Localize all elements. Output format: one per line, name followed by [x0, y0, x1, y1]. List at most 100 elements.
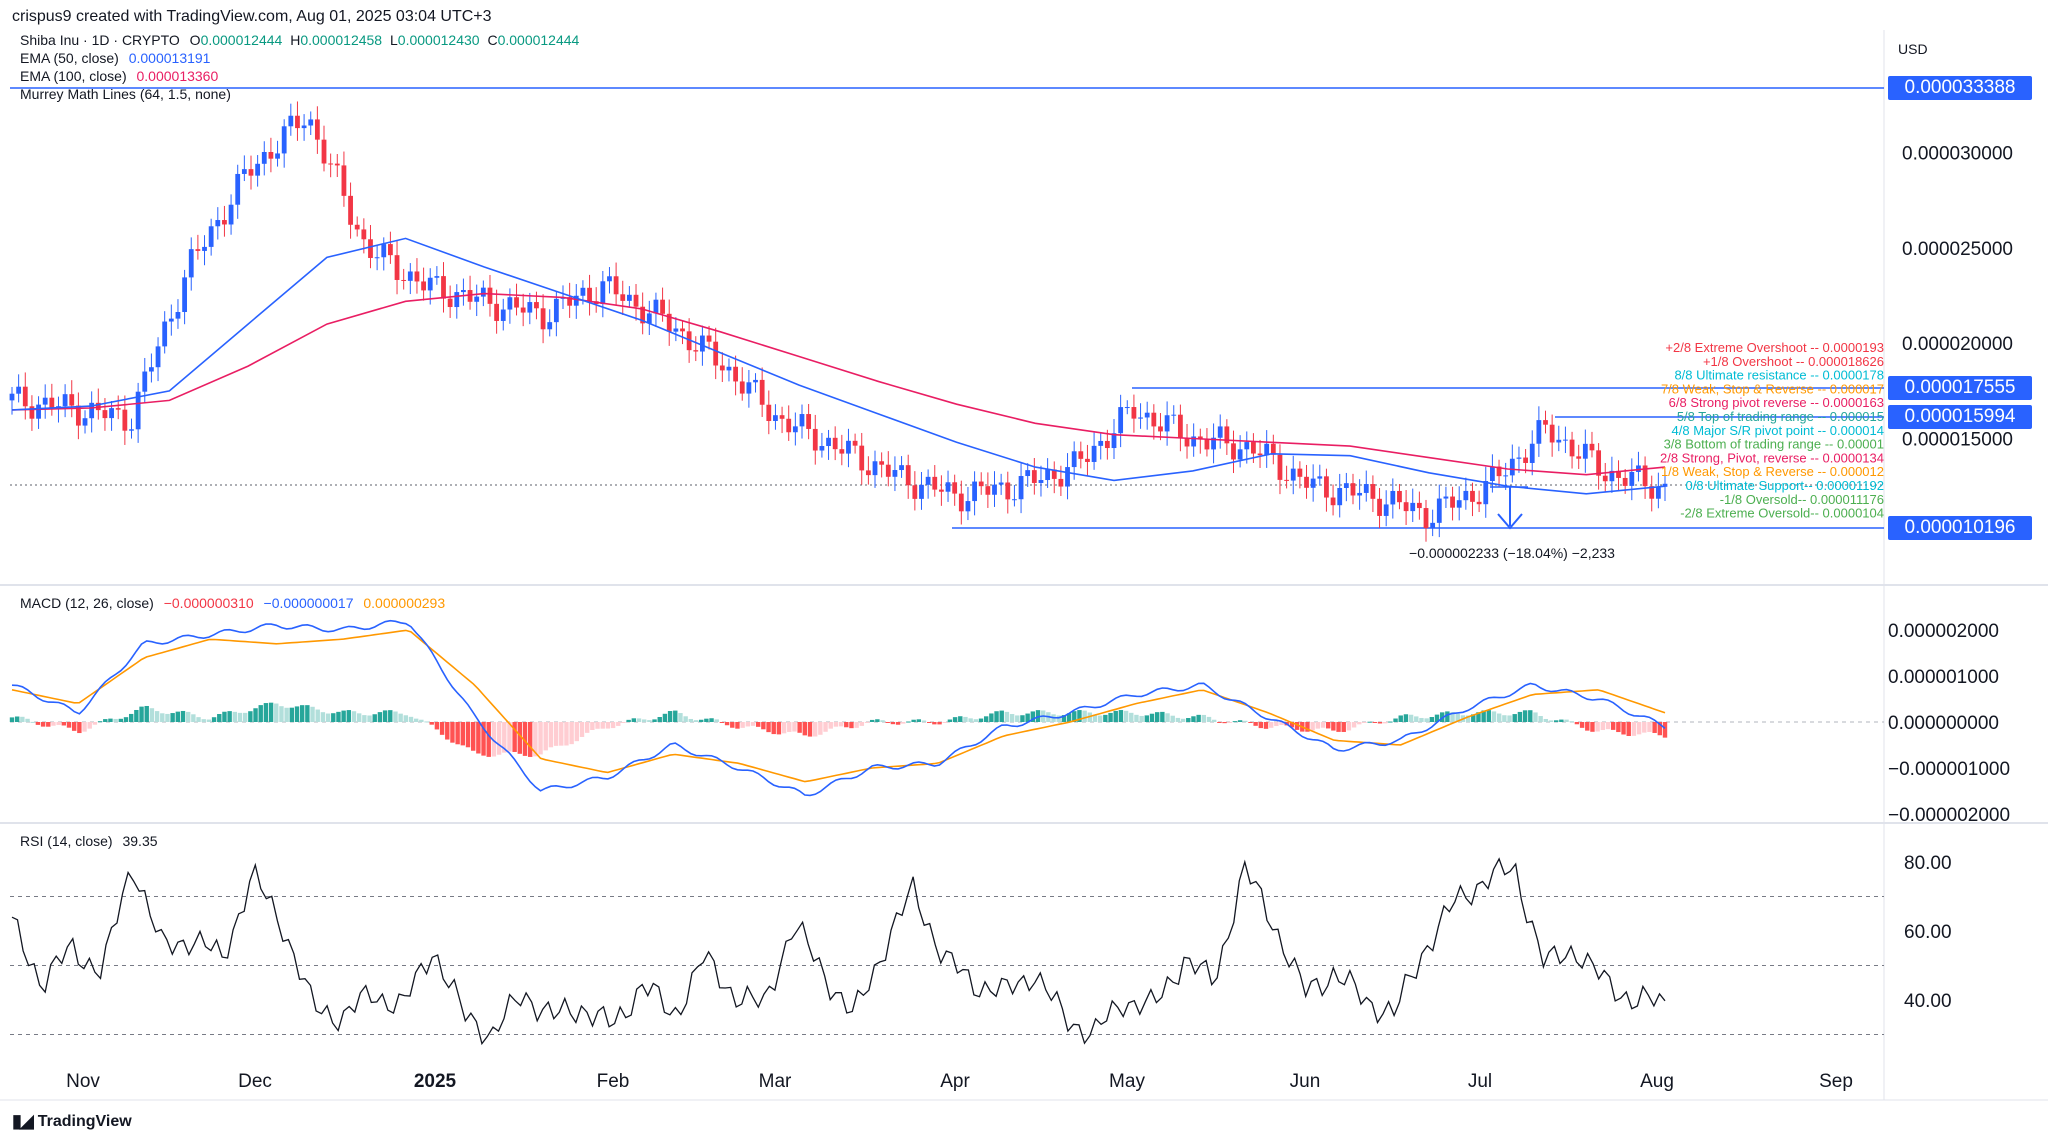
macd-hist-bar — [1600, 722, 1606, 731]
macd-hist-bar — [548, 722, 554, 748]
candle-body — [9, 393, 15, 401]
candle-body — [182, 277, 188, 313]
macd-hist-bar — [320, 712, 326, 722]
candle-body — [786, 418, 792, 433]
macd-hist-bar — [71, 722, 77, 731]
macd-hist-bar — [1211, 719, 1217, 722]
macd-hist-bar — [92, 722, 98, 725]
price-axis[interactable]: 0.000030000 0.000025000 0.000020000 0.00001… — [1902, 144, 2013, 451]
candle-body — [799, 414, 805, 427]
macd-hist-bar — [1206, 716, 1212, 722]
macd-hist-bar — [232, 711, 238, 722]
macd-hist-bar — [191, 714, 196, 722]
macd-value-3: 0.000000293 — [363, 595, 445, 611]
macd-hist-bar — [1201, 714, 1207, 722]
rsi-line[interactable] — [11, 857, 1666, 1046]
rsi-tick-label: 40.00 — [1904, 991, 1952, 1012]
macd-hist-bar — [1657, 722, 1663, 736]
candle-body — [540, 308, 546, 330]
candle-body — [573, 295, 579, 306]
macd-hist-bar — [693, 720, 699, 722]
candle-body — [846, 440, 851, 454]
macd-hist-bar — [1491, 711, 1497, 722]
macd-hist-bar — [1320, 722, 1326, 728]
murrey-level-label: -1/8 Oversold-- 0.000011176 — [1720, 492, 1884, 507]
candle-body — [1390, 490, 1396, 505]
rsi-levels — [10, 896, 1884, 1035]
macd-hist-bar — [1315, 722, 1321, 729]
candle-body — [268, 151, 274, 159]
ema100-line[interactable] — [11, 292, 1666, 476]
macd-hist-bar — [766, 722, 771, 733]
macd-hist-bar — [362, 715, 367, 722]
candle-body — [1596, 450, 1602, 476]
candle-body — [912, 485, 918, 499]
candle-body — [162, 321, 168, 347]
candle-body — [633, 294, 639, 307]
macd-hist-bar — [1408, 714, 1414, 722]
open-value: 0.000012444 — [200, 32, 283, 48]
macd-hist-bar — [1092, 714, 1098, 722]
ema50-line[interactable] — [11, 237, 1666, 495]
candle-body — [1456, 500, 1462, 508]
rsi-axis[interactable]: 80.00 60.00 40.00 — [1904, 853, 1952, 1012]
macd-hist-bar — [916, 719, 922, 722]
candle-body — [1536, 420, 1542, 444]
candle-body — [135, 391, 141, 430]
high-value: 0.000012458 — [300, 32, 383, 48]
symbol-name: Shiba Inu · 1D · CRYPTO — [20, 32, 180, 48]
rsi-legend[interactable]: RSI (14, close) 39.35 — [20, 833, 158, 849]
candle-body — [480, 287, 486, 297]
candle-body — [1144, 412, 1150, 418]
candle-body — [859, 445, 865, 471]
candle-body — [461, 290, 466, 293]
macd-legend[interactable]: MACD (12, 26, close) −0.000000310 −0.000… — [20, 595, 445, 611]
candle-body — [1649, 486, 1655, 499]
macd-hist-bar — [1559, 719, 1564, 722]
macd-hist-bar — [958, 716, 963, 722]
measure-arrow-icon — [1497, 513, 1523, 530]
macd-hist-bar — [1191, 716, 1196, 722]
candle-body — [1330, 497, 1336, 506]
macd-hist-bar — [139, 706, 144, 722]
macd-hist-bar — [569, 722, 574, 745]
macd-hist-bar — [1528, 710, 1533, 722]
macd-hist-bar — [1108, 712, 1113, 722]
time-axis[interactable]: Nov Dec 2025 Feb Mar Apr May Jun Jul Aug Sep — [66, 1071, 1853, 1092]
candle-body — [69, 394, 75, 406]
candle-body — [288, 115, 294, 127]
macd-hist-bar — [1496, 713, 1502, 722]
macd-hist-bar — [56, 722, 61, 725]
macd-hist-bar — [455, 722, 460, 745]
macd-hist-bar — [1274, 722, 1279, 727]
macd-hist-bar — [1465, 715, 1471, 722]
macd-hist-bar — [1652, 722, 1657, 733]
candle-body — [1131, 407, 1137, 419]
macd-hist-bar — [1507, 715, 1512, 722]
macd-axis[interactable]: 0.000002000 0.000001000 0.000000000 −0.0000… — [1888, 621, 2010, 826]
macd-hist-bar — [512, 722, 517, 752]
candle-body — [958, 493, 964, 512]
candle-body — [1463, 490, 1469, 501]
macd-hist-bar — [108, 718, 113, 722]
macd-hist-bar — [735, 722, 740, 729]
candle-body — [1164, 415, 1170, 432]
price-box-top: 0.000033388 — [1888, 76, 2032, 100]
tradingview-brand[interactable]: ▮◢ TradingView — [12, 1111, 132, 1132]
macd-hist-bar — [30, 721, 35, 723]
macd-line[interactable] — [11, 619, 1666, 797]
macd-hist-bar — [1331, 722, 1336, 731]
macd-hist-bar — [144, 705, 149, 722]
low-label: L — [390, 32, 398, 48]
candle-body — [567, 297, 573, 306]
macd-hist-bar — [496, 722, 502, 755]
ema50-legend[interactable]: EMA (50, close) 0.000013191 — [20, 49, 210, 67]
candle-body — [1483, 480, 1489, 505]
ema50-value: 0.000013191 — [128, 50, 211, 66]
murrey-legend[interactable]: Murrey Math Lines (64, 1.5, none) — [20, 85, 231, 103]
macd-hist-bar — [527, 722, 533, 757]
macd-hist-bar — [517, 722, 523, 754]
macd-hist-bar — [419, 719, 424, 722]
ema100-legend[interactable]: EMA (100, close) 0.000013360 — [20, 67, 218, 85]
